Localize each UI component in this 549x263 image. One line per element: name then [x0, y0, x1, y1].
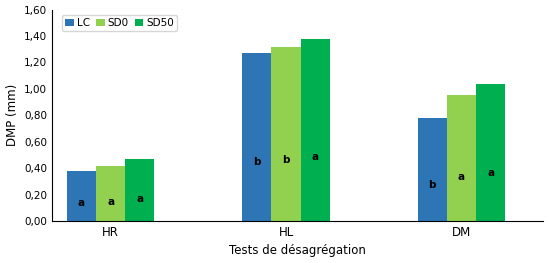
Bar	[271, 47, 301, 221]
Text: a: a	[458, 172, 465, 182]
Text: b: b	[253, 157, 261, 167]
Text: a: a	[488, 168, 494, 178]
Text: a: a	[78, 199, 85, 209]
Bar	[447, 95, 476, 221]
Bar	[242, 53, 271, 221]
Text: a: a	[136, 194, 143, 204]
Text: b: b	[282, 155, 290, 165]
Legend: LC, SD0, SD50: LC, SD0, SD50	[62, 15, 177, 31]
Bar	[96, 165, 125, 221]
Y-axis label: DMP (mm): DMP (mm)	[5, 84, 19, 146]
Bar	[125, 159, 154, 221]
Text: b: b	[429, 180, 436, 190]
X-axis label: Tests de désagrégation: Tests de désagrégation	[229, 244, 366, 257]
Text: a: a	[312, 152, 319, 162]
Bar	[476, 84, 506, 221]
Bar	[418, 118, 447, 221]
Text: a: a	[107, 197, 114, 207]
Bar	[301, 39, 330, 221]
Bar	[67, 171, 96, 221]
